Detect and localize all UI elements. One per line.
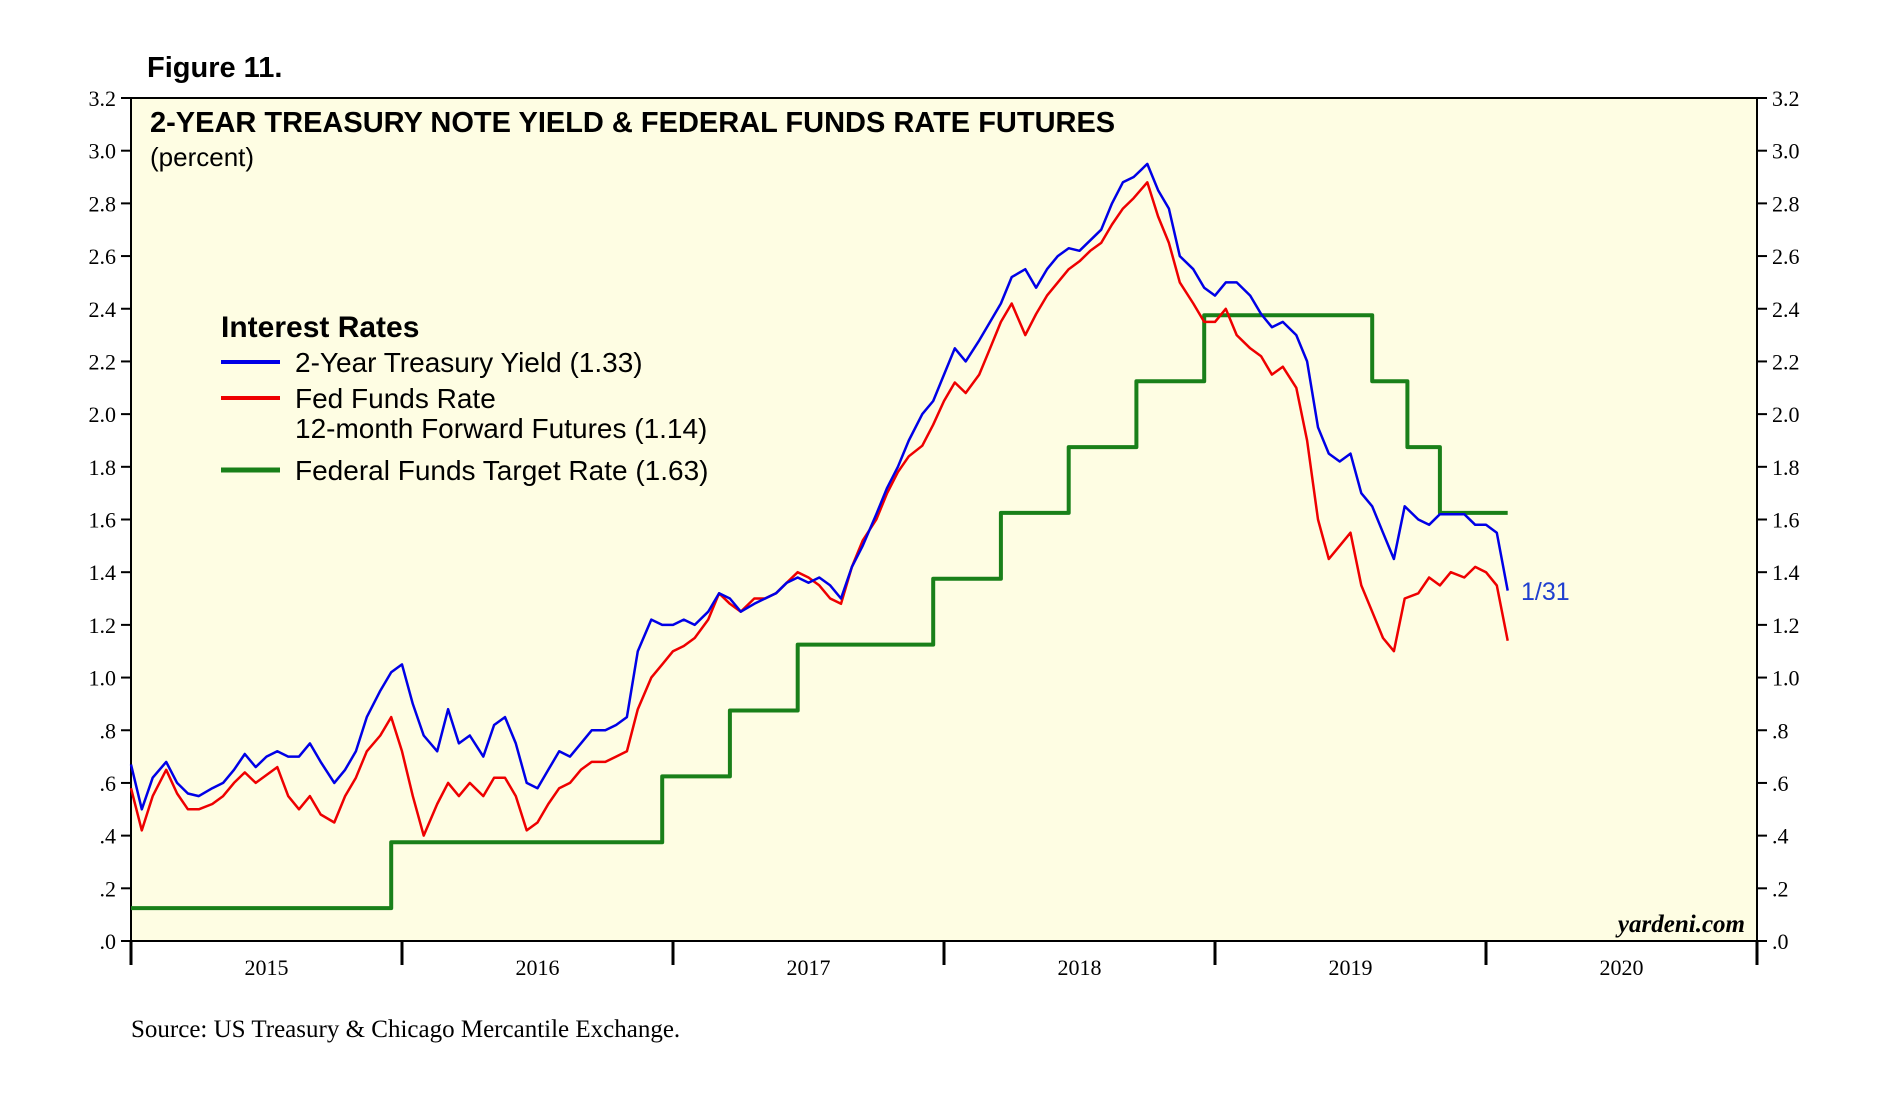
legend-label-target: Federal Funds Target Rate (1.63) bbox=[295, 455, 708, 486]
y-tick-label-left: 3.2 bbox=[89, 86, 117, 111]
series-layer bbox=[129, 162, 1509, 911]
series-line-target bbox=[131, 313, 1508, 911]
brand-label: yardeni.com bbox=[1615, 911, 1745, 938]
y-tick-label-left: 1.8 bbox=[89, 455, 117, 480]
x-tick-label: 2019 bbox=[1329, 955, 1373, 980]
legend-label-futures-line2: 12-month Forward Futures (1.14) bbox=[295, 413, 707, 444]
y-tick-label-right: .4 bbox=[1772, 824, 1789, 849]
y-tick-label-right: 2.8 bbox=[1772, 191, 1800, 216]
y-tick-label-left: 2.0 bbox=[89, 402, 117, 427]
y-tick-label-right: .0 bbox=[1772, 929, 1789, 954]
y-tick-label-right: 1.4 bbox=[1772, 560, 1800, 585]
x-tick-label: 2016 bbox=[516, 955, 560, 980]
y-tick-label-right: 3.0 bbox=[1772, 139, 1800, 164]
y-tick-label-left: .2 bbox=[100, 876, 117, 901]
y-tick-label-right: 1.2 bbox=[1772, 613, 1800, 638]
y-tick-label-right: 2.6 bbox=[1772, 244, 1800, 269]
y-tick-label-right: 2.2 bbox=[1772, 349, 1800, 374]
y-tick-label-left: 1.6 bbox=[89, 508, 117, 533]
y-tick-label-right: .6 bbox=[1772, 771, 1789, 796]
y-tick-label-right: .2 bbox=[1772, 876, 1789, 901]
x-axis: 2015 2016 2017 2018 2019 2020 bbox=[129, 941, 1759, 980]
source-note: Source: US Treasury & Chicago Mercantile… bbox=[131, 1016, 680, 1043]
y-tick-label-left: .4 bbox=[100, 824, 117, 849]
x-tick-label: 2020 bbox=[1600, 955, 1644, 980]
figure-label: Figure 11. bbox=[147, 52, 282, 84]
chart-title: 2-YEAR TREASURY NOTE YIELD & FEDERAL FUN… bbox=[150, 107, 1115, 139]
plot-area bbox=[130, 97, 1758, 942]
y-tick-label-right: 1.0 bbox=[1772, 666, 1800, 691]
y-tick-label-left: .8 bbox=[100, 718, 117, 743]
end-date-label: 1/31 bbox=[1521, 578, 1570, 606]
x-tick-label: 2015 bbox=[245, 955, 289, 980]
y-tick-label-left: 1.0 bbox=[89, 666, 117, 691]
legend-label-treasury: 2-Year Treasury Yield (1.33) bbox=[295, 347, 643, 378]
series-line-futures bbox=[129, 181, 1509, 837]
y-tick-label-left: 2.4 bbox=[89, 297, 117, 322]
y-tick-label-left: 2.2 bbox=[89, 349, 117, 374]
y-axis-right: .0 .2 .4 .6 .8 1.0 1.2 1.4 1.6 1.8 2.0 2.2 2.4 2.6 2.8… bbox=[1757, 86, 1800, 954]
y-tick-label-right: 2.0 bbox=[1772, 402, 1800, 427]
y-tick-label-right: .8 bbox=[1772, 718, 1789, 743]
y-tick-label-right: 2.4 bbox=[1772, 297, 1800, 322]
y-tick-label-right: 1.6 bbox=[1772, 508, 1800, 533]
legend-label-futures: Fed Funds Rate bbox=[295, 383, 496, 414]
legend-title: Interest Rates bbox=[221, 311, 419, 344]
series-line-treasury bbox=[129, 162, 1509, 811]
y-tick-label-right: 1.8 bbox=[1772, 455, 1800, 480]
x-tick-label: 2018 bbox=[1058, 955, 1102, 980]
chart-subtitle: (percent) bbox=[150, 142, 254, 172]
y-tick-label-left: 2.8 bbox=[89, 191, 117, 216]
y-tick-label-left: .6 bbox=[100, 771, 117, 796]
y-tick-label-left: 2.6 bbox=[89, 244, 117, 269]
y-tick-label-left: 3.0 bbox=[89, 139, 117, 164]
x-tick-label: 2017 bbox=[787, 955, 831, 980]
y-tick-label-left: 1.4 bbox=[89, 560, 117, 585]
y-axis-left: .0 .2 .4 .6 .8 1.0 1.2 1.4 1.6 1.8 2.0 2.2 2.4 2.6 2.8… bbox=[89, 86, 131, 954]
legend: Interest Rates 2-Year Treasury Yield (1.… bbox=[221, 311, 708, 486]
y-tick-label-left: 1.2 bbox=[89, 613, 117, 638]
y-tick-label-left: .0 bbox=[100, 929, 117, 954]
y-tick-label-right: 3.2 bbox=[1772, 86, 1800, 111]
